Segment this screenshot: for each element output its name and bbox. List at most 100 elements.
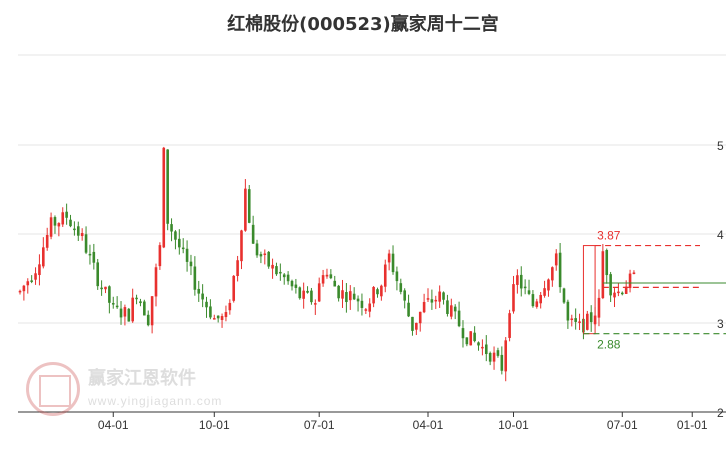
candle-body [158, 245, 162, 267]
candle-body [364, 309, 368, 311]
candle-body [617, 291, 620, 294]
candle-body [519, 274, 523, 289]
candle-body [457, 310, 461, 327]
candle-body [42, 247, 45, 267]
candle-body [387, 253, 391, 263]
candle-body [216, 315, 220, 319]
candle-body [352, 293, 356, 300]
x-tick-label: 01-01 [677, 418, 708, 432]
candle-body [539, 294, 542, 304]
candle-body [609, 274, 612, 296]
candle-body [108, 286, 111, 303]
candle-body [162, 147, 166, 248]
candle-body [376, 289, 379, 295]
resistance-label: 3.87 [597, 229, 621, 243]
candle-body [166, 149, 169, 224]
candle-body [185, 248, 189, 262]
candle-body [477, 342, 480, 346]
candle-body [516, 275, 519, 285]
candle-body [139, 301, 142, 304]
candle-body [259, 254, 263, 257]
candle-body [554, 253, 558, 266]
candle-body [310, 290, 313, 303]
candle-body [275, 266, 278, 275]
candle-body [271, 264, 274, 269]
candle-body [601, 251, 605, 299]
candle-body [586, 313, 589, 330]
candle-body [333, 280, 337, 287]
candle-body [314, 303, 317, 305]
candle-body [535, 301, 539, 307]
candle-body [523, 286, 527, 289]
candle-body [341, 290, 344, 299]
candle-body [84, 234, 88, 253]
candle-body [111, 303, 115, 305]
candle-body [150, 296, 154, 326]
candle-body [298, 287, 302, 299]
candle-body [174, 231, 177, 240]
candle-body [411, 316, 414, 331]
candle-body [426, 298, 430, 300]
candle-body [508, 313, 511, 338]
candle-body [391, 253, 395, 273]
candle-body [446, 300, 449, 314]
candle-body [395, 271, 399, 282]
candle-body [232, 275, 236, 301]
candle-body [368, 303, 372, 312]
candle-body [38, 264, 41, 276]
candle-body [290, 280, 294, 287]
candle-body [551, 267, 554, 281]
candle-body [321, 275, 325, 284]
candle-body [100, 287, 103, 290]
candle-body [294, 284, 298, 288]
candle-body [484, 344, 488, 355]
candle-body [570, 318, 574, 321]
candle-body [438, 291, 441, 302]
candle-body [286, 274, 290, 282]
candle-body [146, 314, 150, 326]
candle-body [488, 352, 492, 362]
candle-body [345, 292, 348, 303]
candle-body [104, 286, 107, 290]
y-tick-label: 3 [717, 317, 724, 331]
candle-body [422, 301, 426, 313]
candle-body [92, 251, 96, 263]
candle-body [492, 352, 496, 362]
candle-body [267, 251, 270, 267]
candle-body [205, 301, 208, 308]
candle-body [450, 305, 453, 317]
x-tick-label: 07-01 [304, 418, 335, 432]
candle-body [574, 318, 577, 322]
candle-body [88, 253, 92, 256]
x-tick-label: 04-01 [413, 418, 444, 432]
candle-body [76, 226, 80, 236]
candle-body [96, 262, 100, 287]
candle-body [34, 273, 37, 280]
candle-body [193, 266, 197, 290]
candle-body [473, 332, 476, 342]
candle-body [407, 302, 410, 317]
y-tick-label: 5 [717, 139, 724, 153]
candle-body [434, 299, 438, 302]
candle-body [360, 300, 364, 308]
candle-body [337, 285, 340, 299]
candle-body [481, 346, 484, 349]
candle-body [49, 217, 53, 237]
candle-body [306, 290, 309, 293]
candle-body [69, 219, 72, 227]
candle-body [80, 233, 84, 237]
candle-body [329, 274, 333, 279]
candle-body [383, 264, 387, 287]
candle-body [279, 271, 282, 274]
candle-body [115, 305, 119, 308]
candle-body [547, 279, 550, 291]
candle-body [18, 290, 22, 293]
candle-body [209, 306, 212, 318]
candle-body [465, 337, 469, 345]
candle-body [201, 293, 204, 300]
candle-body [197, 288, 201, 294]
candle-body [469, 331, 473, 346]
candle-body [224, 312, 228, 318]
candle-body [496, 350, 500, 356]
y-tick-label: 2 [717, 406, 724, 420]
